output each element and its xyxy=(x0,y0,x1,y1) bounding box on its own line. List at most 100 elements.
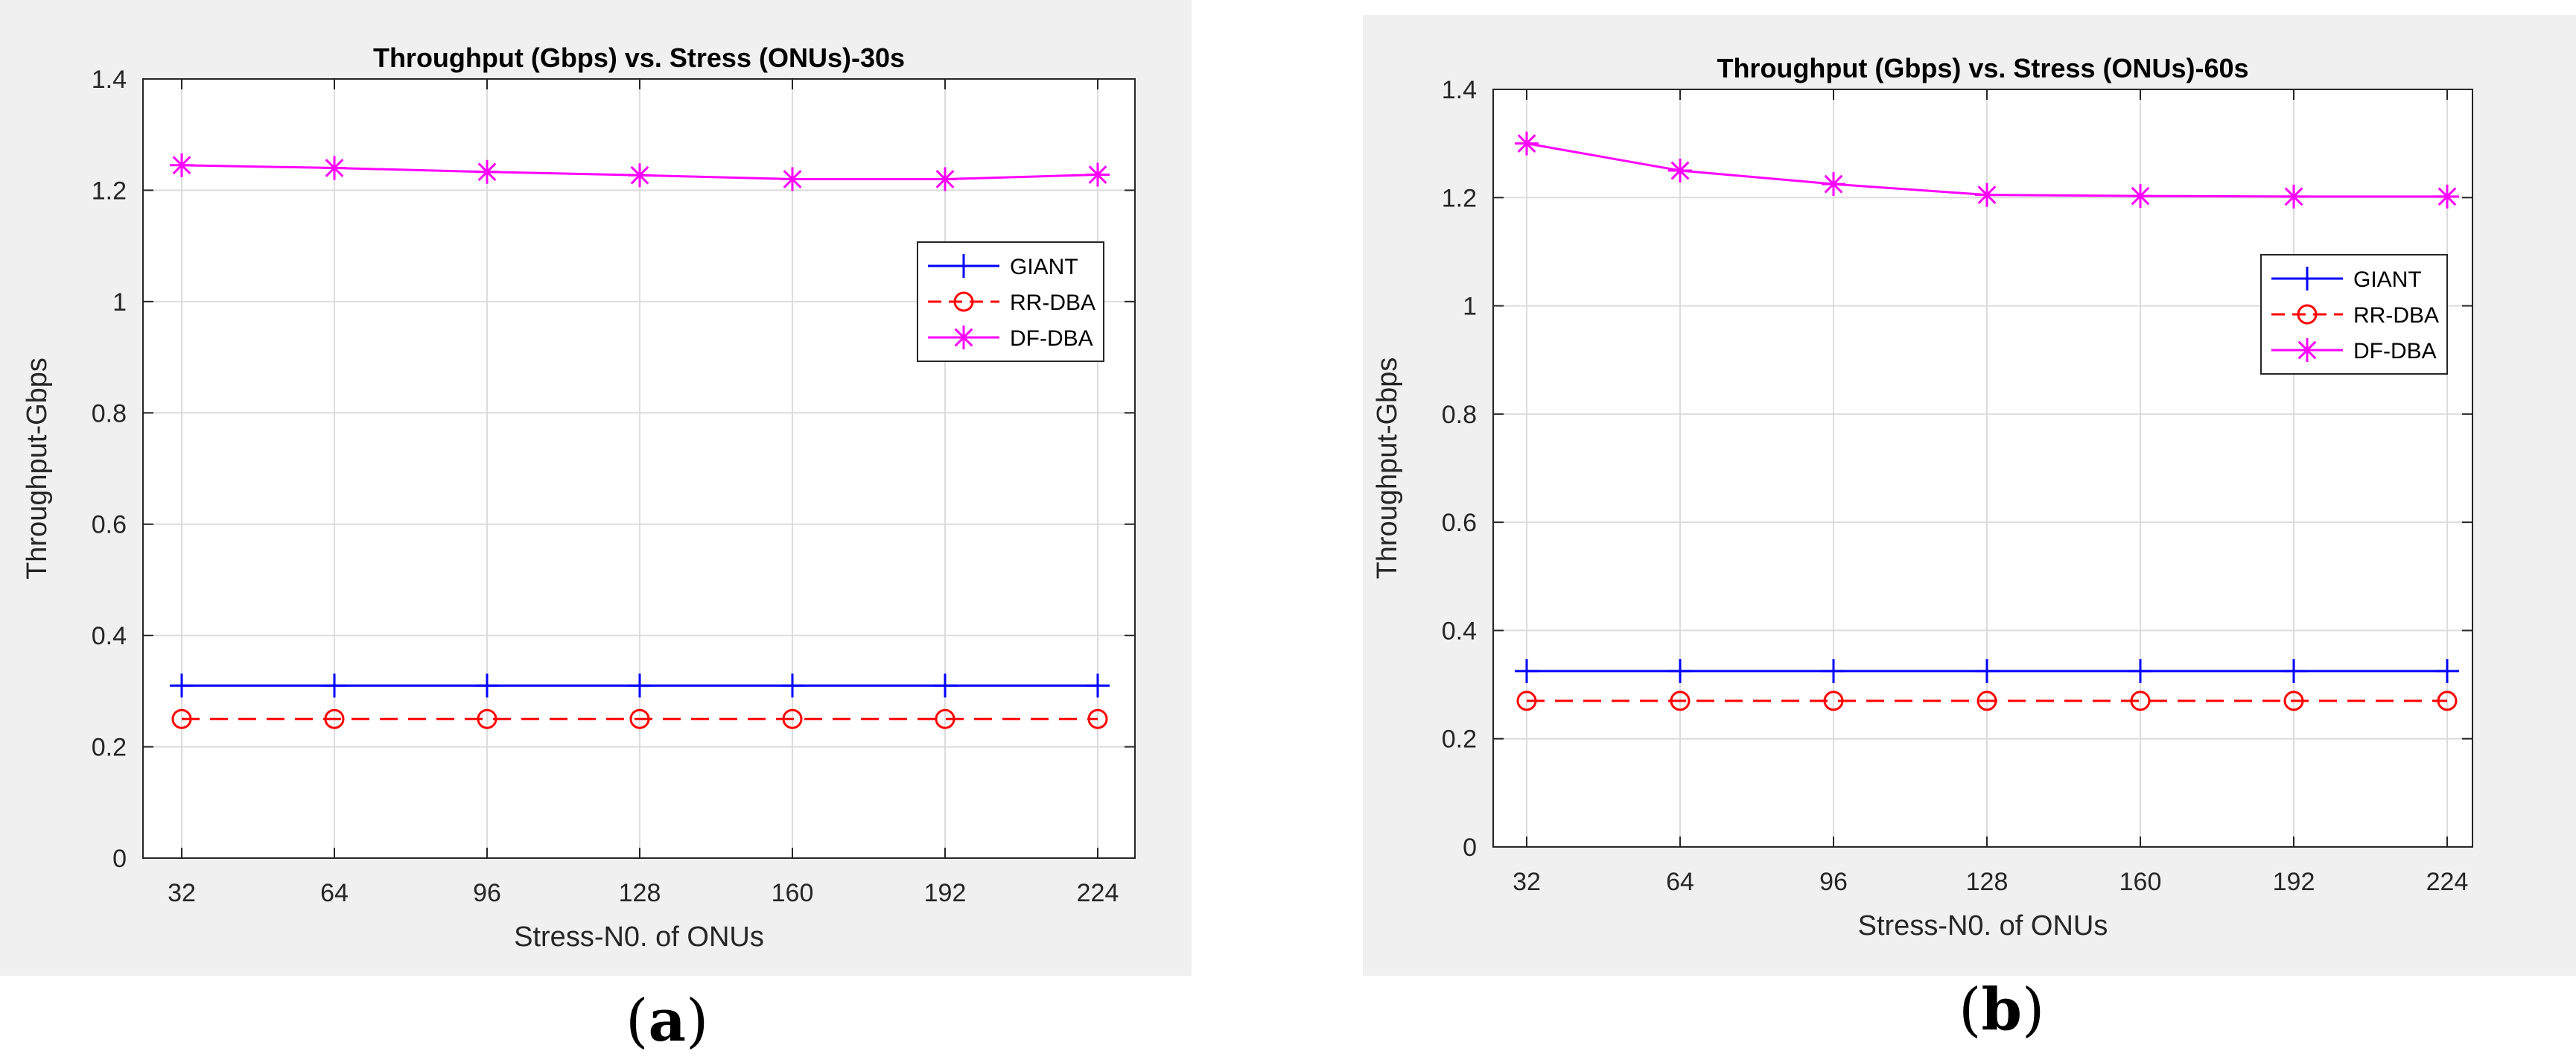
chart-b-ticks: 0 0.2 0.4 0.6 0.8 1 1.2 1.4 32 64 96 128 160 192 224 xyxy=(1442,76,2472,896)
chart-b-ytick-label-4: 0.8 xyxy=(1442,401,1477,429)
chart-b-series-df-dba xyxy=(1515,131,2459,209)
chart-a-legend-label-giant: GIANT xyxy=(1010,255,1078,279)
chart-a-ytick-label-7: 1.4 xyxy=(92,66,127,94)
chart-b-xtick-label-2: 96 xyxy=(1819,868,1848,896)
chart-b-series-rr-dba-point-0 xyxy=(1516,691,1537,711)
chart-b-ytick-label-3: 0.6 xyxy=(1442,509,1477,537)
chart-a-xtick-label-0: 32 xyxy=(168,879,196,907)
subfigure-letter-b: b xyxy=(1981,976,2022,1044)
chart-b-series-df-dba-point-4-ray-3 xyxy=(2131,186,2150,206)
chart-a-series-giant-point-1 xyxy=(322,673,346,698)
chart-b-xtick-label-0: 32 xyxy=(1513,868,1541,896)
chart-a-series-df-dba-point-4-ray-3 xyxy=(783,170,802,188)
chart-b-xtick-label-1: 64 xyxy=(1666,868,1694,896)
chart-a-xtick-label-2: 96 xyxy=(473,879,501,907)
chart-b-series-df-dba-point-3-ray-3 xyxy=(1977,185,1997,205)
chart-b-series-df-dba-point-5 xyxy=(2282,184,2306,209)
chart-a-ytick-label-6: 1.2 xyxy=(92,177,127,205)
chart-a-series-giant-point-4 xyxy=(780,673,804,698)
chart-b-legend-label-giant: GIANT xyxy=(2353,267,2422,292)
chart-a-legend: GIANT RR-DBA DF-DBA xyxy=(917,241,1104,362)
chart-b-xtick-label-5: 192 xyxy=(2273,868,2315,896)
chart-b-series-df-dba-point-5-ray-3 xyxy=(2284,187,2303,206)
chart-a-svg: 0 0.2 0.4 0.6 0.8 1 1.2 1.4 32 64 96 128 160 192 224 Th… xyxy=(22,42,1136,953)
chart-b-series-rr-dba-point-3 xyxy=(1976,691,1997,711)
chart-b-series-giant-point-5 xyxy=(2282,658,2306,683)
chart-b-grid xyxy=(1493,89,2472,848)
chart-b-ytick-label-0: 0 xyxy=(1463,834,1477,862)
chart-a-series-df-dba-point-6-ray-3 xyxy=(1088,165,1107,184)
subfigure-label-b: (b) xyxy=(1959,976,2045,1044)
chart-a-xtick-label-1: 64 xyxy=(320,879,349,907)
chart-b-series-giant-point-6 xyxy=(2435,658,2459,683)
chart-b-legend-label-df-dba: DF-DBA xyxy=(2353,339,2437,364)
chart-b-series-df-dba-point-1-ray-3 xyxy=(1670,161,1690,180)
chart-b-legend: GIANT RR-DBA DF-DBA xyxy=(2260,254,2448,375)
chart-b-series-rr-dba-point-5 xyxy=(2283,691,2304,711)
chart-b-ytick-label-5: 1 xyxy=(1463,293,1477,321)
chart-b-ytick-label-2: 0.4 xyxy=(1442,617,1477,645)
chart-b-xlabel: Stress-N0. of ONUs xyxy=(1858,910,2108,942)
chart-a-legend-label-rr-dba: RR-DBA xyxy=(1010,291,1095,315)
subfigure-label-a: (a) xyxy=(626,987,709,1055)
chart-b-series-df-dba-point-3 xyxy=(1975,182,1999,207)
chart-a-series-rr-dba-point-0 xyxy=(171,708,192,729)
chart-b-series-giant-point-0 xyxy=(1515,658,1539,683)
chart-a-title: Throughput (Gbps) vs. Stress (ONUs)-30s xyxy=(373,42,905,73)
chart-b-ytick-label-6: 1.2 xyxy=(1442,184,1477,212)
chart-a-ytick-label-5: 1 xyxy=(112,288,127,317)
chart-a-ylabel: Throughput-Gbps xyxy=(22,358,53,580)
chart-a-series-df-dba-point-2 xyxy=(475,159,499,184)
chart-a-series-giant-point-0 xyxy=(170,673,194,698)
chart-a-series-df-dba-point-3-ray-3 xyxy=(630,165,649,185)
chart-panel-b: 0 0.2 0.4 0.6 0.8 1 1.2 1.4 32 64 96 128 160 192 224 Th… xyxy=(1363,15,2576,976)
chart-a-series-df-dba xyxy=(170,153,1110,191)
chart-b-series-rr-dba-point-6 xyxy=(2437,691,2458,711)
chart-a-series-rr-dba xyxy=(171,708,1108,729)
chart-b-series-giant-point-3 xyxy=(1975,658,1999,683)
chart-a-xlabel: Stress-N0. of ONUs xyxy=(514,921,764,953)
chart-b-legend-marker-giant xyxy=(2295,267,2319,291)
chart-a-legend-marker-df-dba xyxy=(952,326,976,349)
chart-a-series-df-dba-point-3 xyxy=(628,163,652,188)
chart-b-legend-marker-df-dba-ray-3 xyxy=(2297,340,2317,360)
chart-a-series-df-dba-point-0 xyxy=(170,153,194,177)
chart-b-xtick-label-3: 128 xyxy=(1966,868,2009,896)
chart-b-series-rr-dba xyxy=(1516,691,2458,711)
chart-a-series-giant-point-5 xyxy=(933,673,957,698)
chart-a-series-df-dba-point-4 xyxy=(780,167,804,191)
chart-b-legend-label-rr-dba: RR-DBA xyxy=(2353,303,2439,328)
chart-b-ylabel: Throughput-Gbps xyxy=(1372,358,1403,580)
chart-a-ytick-label-4: 0.8 xyxy=(92,399,127,428)
chart-a-series-df-dba-point-5-ray-3 xyxy=(935,170,955,188)
chart-b-series-df-dba-point-0 xyxy=(1515,131,1539,156)
chart-a-series-rr-dba-point-4 xyxy=(782,708,803,729)
chart-a-series-rr-dba-point-2 xyxy=(477,708,497,729)
chart-b-plot-area xyxy=(1493,89,2472,847)
chart-a-series-df-dba-point-0-ray-3 xyxy=(172,156,191,175)
chart-b-series-df-dba-point-1 xyxy=(1668,158,1692,182)
chart-a-series-df-dba-point-1-ray-3 xyxy=(325,159,344,177)
chart-a-legend-marker-rr-dba xyxy=(953,291,974,312)
chart-a-series-rr-dba-point-1 xyxy=(324,708,345,729)
chart-a-legend-label-df-dba: DF-DBA xyxy=(1010,326,1093,351)
chart-a-legend-box xyxy=(917,241,1104,362)
chart-b-svg: 0 0.2 0.4 0.6 0.8 1 1.2 1.4 32 64 96 128 160 192 224 Th… xyxy=(1372,53,2473,942)
chart-b-series-df-dba-point-2 xyxy=(1822,172,1845,197)
chart-a-legend-marker-giant xyxy=(952,254,976,278)
chart-b-series-giant-point-1 xyxy=(1668,658,1692,683)
chart-a-legend-marker-df-dba-ray-3 xyxy=(954,328,973,347)
chart-a-series-df-dba-point-2-ray-3 xyxy=(477,162,497,182)
chart-b-series-df-dba-point-0-ray-3 xyxy=(1517,134,1536,153)
chart-a-ytick-label-0: 0 xyxy=(112,845,127,873)
chart-b-xtick-label-4: 160 xyxy=(2119,868,2162,896)
chart-a-series-df-dba-point-1 xyxy=(322,156,346,180)
chart-a-xtick-label-6: 224 xyxy=(1077,879,1119,907)
chart-b-series-giant-point-4 xyxy=(2128,658,2152,683)
chart-a-series-giant-point-2 xyxy=(475,673,499,698)
chart-a-xtick-label-3: 128 xyxy=(619,879,661,907)
chart-a-series-giant-point-6 xyxy=(1086,673,1110,698)
chart-b-series-giant-point-2 xyxy=(1822,658,1845,683)
chart-b-series-giant xyxy=(1515,658,2459,683)
chart-a-ticks: 0 0.2 0.4 0.6 0.8 1 1.2 1.4 32 64 96 128 160 192 224 xyxy=(92,66,1135,907)
